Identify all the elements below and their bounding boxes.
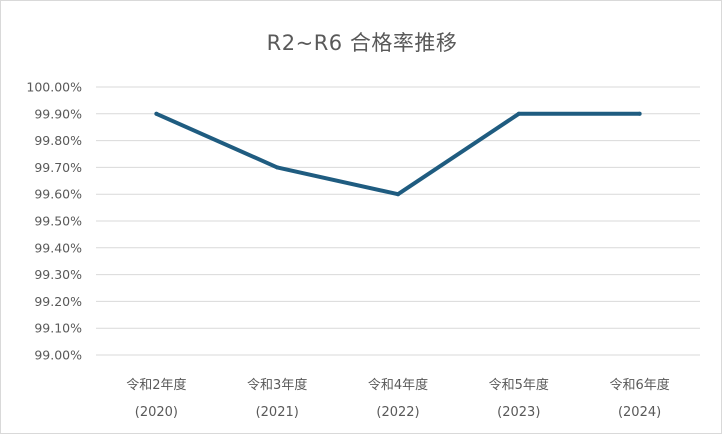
y-tick-label: 99.70% <box>34 160 82 175</box>
y-tick-label: 100.00% <box>26 80 82 95</box>
x-tick-label: (2023) <box>497 405 540 420</box>
data-point <box>154 111 159 116</box>
x-tick-label: (2021) <box>256 405 299 420</box>
data-point <box>275 165 280 170</box>
y-tick-label: 99.20% <box>34 294 82 309</box>
x-tick-label: 令和5年度 <box>489 377 549 393</box>
y-tick-label: 99.00% <box>34 348 82 363</box>
data-point <box>396 192 400 197</box>
x-tick-label: (2024) <box>618 405 661 420</box>
data-point <box>637 111 642 116</box>
x-tick-label: (2022) <box>376 405 419 420</box>
y-tick-label: 99.40% <box>34 240 82 255</box>
y-tick-label: 99.10% <box>34 321 82 336</box>
x-tick-label: 令和3年度 <box>247 377 307 393</box>
data-point <box>516 111 521 116</box>
x-tick-label: 令和4年度 <box>368 377 428 393</box>
x-tick-label: 令和6年度 <box>609 377 669 393</box>
series-line <box>154 111 642 197</box>
y-tick-label: 99.50% <box>34 214 82 229</box>
y-tick-label: 99.90% <box>34 106 82 121</box>
chart-title: R2~R6 合格率推移 <box>266 31 458 55</box>
y-tick-label: 99.60% <box>34 187 82 202</box>
x-tick-label: (2020) <box>135 405 178 420</box>
y-tick-label: 99.30% <box>34 267 82 282</box>
x-tick-label: 令和2年度 <box>126 377 186 393</box>
y-tick-label: 99.80% <box>34 133 82 148</box>
